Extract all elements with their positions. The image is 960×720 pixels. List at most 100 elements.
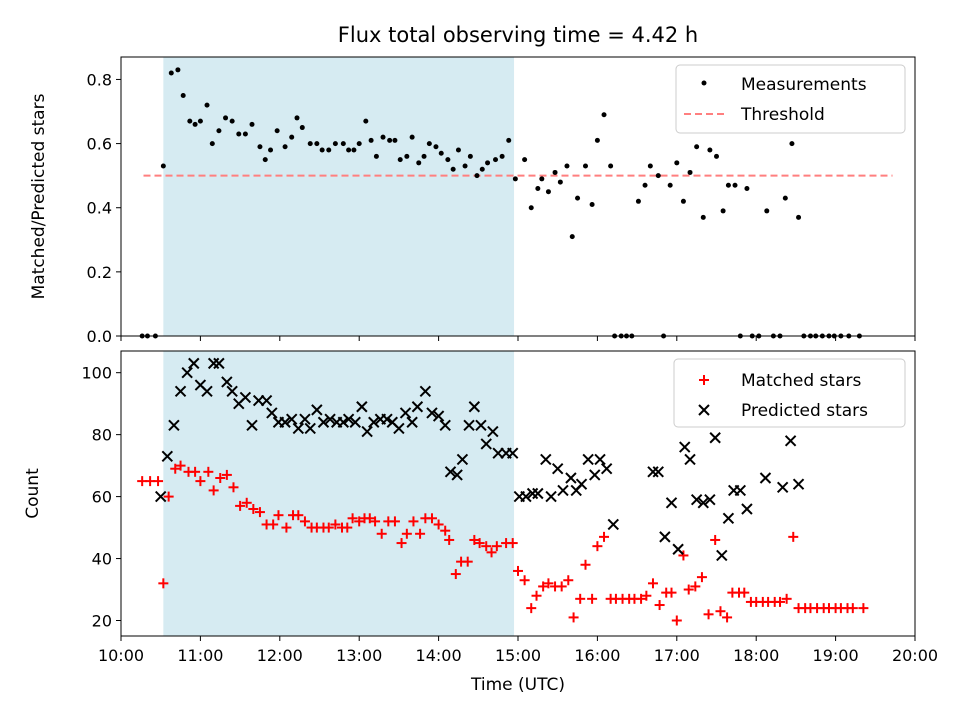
predicted-star-point [480, 438, 492, 450]
matched-star-point [592, 541, 603, 552]
measurement-point [674, 160, 680, 166]
measurement-point [192, 121, 198, 127]
measurement-point [426, 141, 432, 147]
measurement-point [332, 141, 338, 147]
bottom-y-axis-label: Count [23, 468, 43, 519]
predicted-star-point [286, 413, 298, 425]
matched-star-point [163, 491, 174, 502]
matched-star-point [370, 516, 381, 527]
predicted-star-point [652, 466, 664, 478]
predicted-star-point [337, 416, 350, 428]
matched-star-point [788, 531, 799, 542]
predicted-star-point [419, 385, 432, 397]
predicted-star-point [697, 497, 709, 509]
predicted-star-point [506, 447, 519, 459]
matched-star-point [433, 519, 444, 530]
matched-star-point [556, 581, 567, 592]
predicted-star-point [487, 425, 499, 438]
measurement-point [368, 137, 374, 143]
measurement-point [467, 153, 473, 159]
measurement-point [642, 182, 648, 188]
bottom-x-tick-label: 17:00 [654, 646, 700, 665]
measurement-point [307, 141, 313, 147]
matched-star-point [170, 463, 181, 474]
predicted-star-point [684, 453, 696, 466]
bottom-y-tick-label: 40 [92, 550, 112, 569]
predicted-star-point [741, 503, 753, 515]
measurement-point [506, 137, 512, 143]
legend-x-glyph [698, 404, 710, 416]
matched-star-point [273, 510, 284, 521]
measurement-point [522, 157, 528, 163]
measurement-point [582, 163, 588, 169]
measurement-point [569, 234, 575, 240]
matched-star-point [215, 473, 226, 484]
measurement-point [363, 118, 369, 124]
predicted-star-point [551, 463, 564, 475]
matched-star-point [775, 596, 786, 607]
measurement-point [268, 147, 274, 153]
measurement-point [575, 195, 581, 201]
measurement-point [314, 141, 320, 147]
top-y-tick-label: 0.2 [87, 263, 112, 282]
predicted-star-point [439, 419, 451, 432]
measurement-point [319, 147, 325, 153]
matched-star-point [636, 593, 647, 604]
predicted-star-point [279, 416, 291, 428]
measurement-point [257, 144, 263, 150]
measurement-point [589, 202, 595, 208]
matched-star-point [426, 513, 437, 524]
measurement-point [187, 118, 193, 124]
measurement-point [445, 157, 451, 163]
matched-star-point [354, 516, 365, 527]
bottom-y-tick-label: 60 [92, 488, 112, 507]
predicted-star-point [709, 432, 721, 444]
matched-star-point [507, 538, 518, 549]
matched-star-point [722, 612, 733, 623]
top-y-axis-label: Matched/Predicted stars [29, 93, 49, 299]
predicted-star-point [607, 518, 619, 531]
predicted-star-point [672, 543, 684, 555]
predicted-star-point [246, 419, 258, 432]
matched-star-point [469, 534, 480, 545]
measurement-point [764, 208, 770, 214]
measurement-point [197, 118, 203, 124]
measurement-point [557, 179, 563, 185]
predicted-star-point [393, 422, 405, 435]
chart-title: Flux total observing time = 4.42 h [338, 23, 698, 47]
measurement-point [535, 185, 541, 191]
top-y-ticks: 0.0 0.2 0.4 0.6 0.8 [87, 70, 121, 346]
matched-star-point [491, 541, 502, 552]
legend-plus-glyph [699, 375, 709, 385]
measurement-point [655, 173, 661, 179]
bottom-axes: 20 40 60 80 100 10:00 11:00 12:00 13:00 14:00 15:… [23, 350, 938, 695]
matched-star-point [190, 466, 201, 477]
measurement-point [635, 198, 641, 204]
predicted-star-point [520, 490, 532, 503]
matched-star-point [858, 603, 869, 614]
predicted-star-point [260, 394, 273, 407]
matched-star-point [444, 534, 455, 545]
top-axes: 0.0 0.2 0.4 0.6 0.8 Flux total observing tim… [29, 23, 916, 346]
measurement-point [242, 131, 248, 137]
matched-star-point [221, 469, 232, 480]
matched-star-point [543, 578, 554, 589]
predicted-star-point [589, 469, 601, 481]
matched-star-point [462, 556, 473, 567]
legend-measurements-label: Measurements [741, 75, 867, 95]
measurement-point [450, 166, 456, 172]
bottom-x-tick-label: 19:00 [813, 646, 859, 665]
measurement-point [236, 131, 242, 137]
matched-star-point [683, 584, 694, 595]
matched-star-point [208, 485, 219, 496]
matched-star-point [293, 510, 304, 521]
matched-star-point [568, 612, 579, 623]
matched-star-point [690, 581, 701, 592]
matched-star-point [376, 528, 387, 539]
measurement-point [282, 144, 288, 150]
matched-star-point [175, 460, 186, 471]
legend-matched-label: Matched stars [741, 371, 861, 391]
predicted-star-point [665, 497, 678, 509]
measurement-point [438, 150, 444, 156]
predicted-star-point [239, 391, 252, 404]
